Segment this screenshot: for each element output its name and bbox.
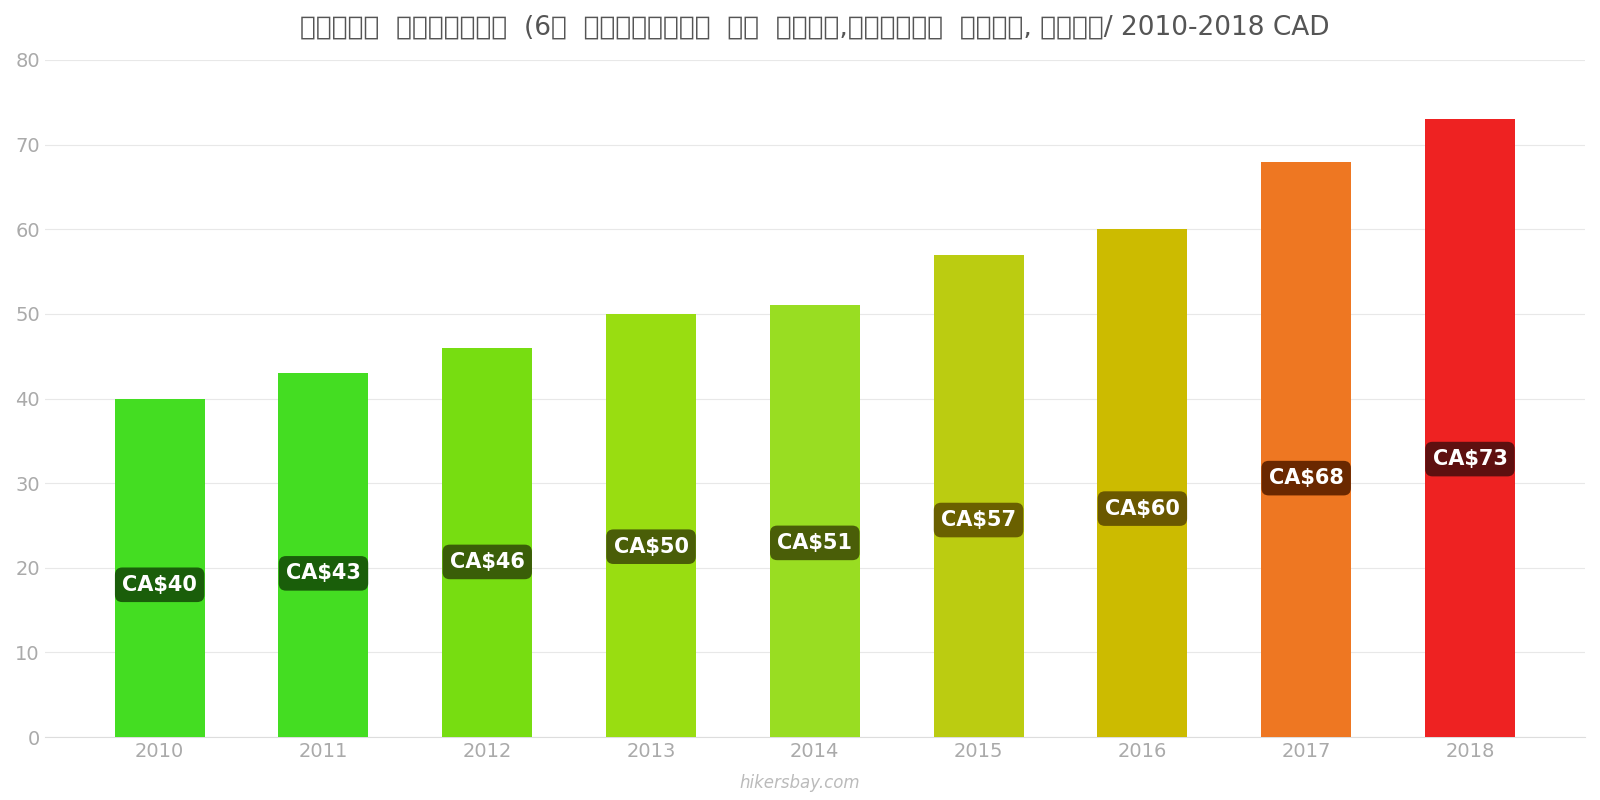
Text: CA$60: CA$60 — [1106, 498, 1179, 518]
Bar — [606, 314, 696, 737]
Text: CA$50: CA$50 — [613, 537, 688, 557]
Bar — [770, 306, 859, 737]
Bar — [1426, 119, 1515, 737]
Bar — [442, 348, 533, 737]
Bar — [1261, 162, 1350, 737]
Bar — [1098, 230, 1187, 737]
Text: CA$40: CA$40 — [122, 574, 197, 594]
Text: CA$51: CA$51 — [778, 533, 853, 553]
Text: CA$57: CA$57 — [941, 510, 1016, 530]
Title: कनाडा  इंटरनेट  (6०  एमबीपीएस  या  अधिक,असीमित  डेटा, केबल/ 2010-2018 CAD: कनाडा इंटरनेट (6० एमबीपीएस या अधिक,असीमि… — [301, 15, 1330, 41]
Text: CA$43: CA$43 — [286, 563, 362, 583]
Text: CA$46: CA$46 — [450, 552, 525, 572]
Text: CA$73: CA$73 — [1432, 449, 1507, 469]
Bar — [933, 254, 1024, 737]
Bar — [115, 398, 205, 737]
Text: hikersbay.com: hikersbay.com — [739, 774, 861, 792]
Text: CA$68: CA$68 — [1269, 468, 1344, 488]
Bar — [278, 373, 368, 737]
